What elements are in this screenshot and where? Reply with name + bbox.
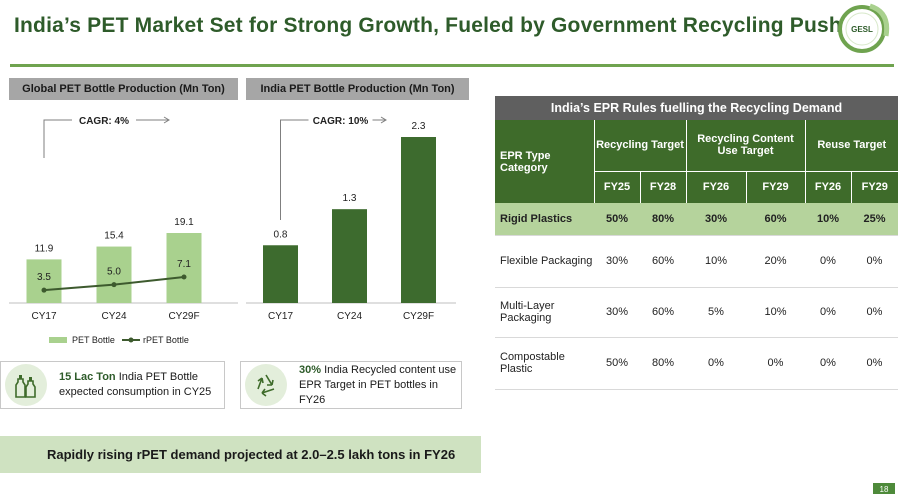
table-cell: 5% xyxy=(686,287,746,338)
table-cell: 20% xyxy=(746,235,805,288)
rpet-demand-banner: Rapidly rising rPET demand projected at … xyxy=(0,436,481,473)
gesl-logo: GESL xyxy=(838,3,890,53)
row-category: Rigid Plastics xyxy=(495,203,594,236)
year-header: FY26 xyxy=(685,170,746,203)
epr-target-text-line1: India Recycled content use xyxy=(321,363,457,376)
table-cell: 0% xyxy=(851,287,898,338)
cagr-bracket xyxy=(43,119,72,158)
cagr-label: CAGR: 10% xyxy=(313,116,369,127)
table-row: Rigid Plastics 50% 80% 30% 60% 10% 25% xyxy=(495,203,898,236)
page-title: India’s PET Market Set for Strong Growth… xyxy=(14,14,842,37)
bar xyxy=(96,246,132,303)
india-pet-chart: 0.8 CY17 1.3 CY24 2.3 CY29F CAGR: 10% xyxy=(246,116,456,322)
recycling-target-header: Recycling Target xyxy=(593,120,686,171)
x-tick-label: CY17 xyxy=(268,311,293,322)
table-cell: 50% xyxy=(594,337,640,390)
table-cell: 60% xyxy=(746,203,805,236)
consumption-highlight: 15 Lac Ton xyxy=(59,371,116,383)
table-cell: 0% xyxy=(805,235,851,288)
bar-value-label: 1.3 xyxy=(343,193,357,204)
cagr-bracket xyxy=(280,119,309,220)
year-header: FY26 xyxy=(804,170,851,203)
table-cell: 25% xyxy=(851,203,898,236)
table-cell: 0% xyxy=(686,337,746,390)
page-number: 18 xyxy=(873,483,895,494)
title-divider xyxy=(10,64,894,67)
cagr-arrow-head xyxy=(163,116,170,124)
table-cell: 0% xyxy=(851,337,898,390)
bottles-icon xyxy=(5,364,47,406)
table-cell: 10% xyxy=(686,235,746,288)
x-tick-label: CY17 xyxy=(31,311,56,322)
table-cell: 10% xyxy=(746,287,805,338)
table-row: Flexible Packaging 30% 60% 10% 20% 0% 0% xyxy=(495,235,898,288)
rpet-point xyxy=(111,282,117,288)
table-cell: 30% xyxy=(594,235,640,288)
bar-value-label: 2.3 xyxy=(412,121,426,132)
cagr-label: CAGR: 4% xyxy=(79,116,129,127)
rpet-value-label: 5.0 xyxy=(107,267,121,278)
info-box-consumption: 15 Lac Ton India PET Bottle expected con… xyxy=(0,361,225,409)
global-pet-chart: 11.9 CY17 15.4 CY24 19.1 CY29F 3.5 5.0 7.1 CAGR: … xyxy=(9,116,238,345)
year-header: FY29 xyxy=(745,170,805,203)
table-cell: 30% xyxy=(594,287,640,338)
rpet-value-label: 7.1 xyxy=(177,259,191,270)
row-category: Flexible Packaging xyxy=(495,235,594,288)
x-tick-label: CY29F xyxy=(168,311,199,322)
table-row: Compostable Plastic 50% 80% 0% 0% 0% 0% xyxy=(495,337,898,390)
legend-swatch-pet xyxy=(49,337,67,343)
table-cell: 0% xyxy=(746,337,805,390)
year-header: FY28 xyxy=(639,170,686,203)
bar xyxy=(401,137,436,303)
table-cell: 80% xyxy=(640,203,686,236)
bar-value-label: 19.1 xyxy=(174,217,194,228)
table-cell: 30% xyxy=(686,203,746,236)
global-chart-title: Global PET Bottle Production (Mn Ton) xyxy=(9,78,238,100)
logo-text: GESL xyxy=(851,25,873,34)
bar xyxy=(332,209,367,303)
table-cell: 80% xyxy=(640,337,686,390)
consumption-text-line2: expected consumption in CY25 xyxy=(59,386,212,398)
consumption-text-line1: India PET Bottle xyxy=(115,371,199,383)
year-header: FY25 xyxy=(593,170,640,203)
table-cell: 0% xyxy=(805,287,851,338)
table-cell: 60% xyxy=(640,235,686,288)
bar xyxy=(166,233,202,303)
info-box-epr-target: 30% India Recycled content use EPR Targe… xyxy=(240,361,462,409)
epr-target-text-line2: EPR Target in PET bottles in FY26 xyxy=(299,378,438,406)
table-cell: 0% xyxy=(805,337,851,390)
table-cell: 60% xyxy=(640,287,686,338)
bar-value-label: 0.8 xyxy=(274,229,288,240)
bar xyxy=(263,245,298,303)
epr-rules-table: India’s EPR Rules fuelling the Recycling… xyxy=(495,96,898,390)
legend-marker-rpet xyxy=(128,337,134,343)
legend-label-rpet: rPET Bottle xyxy=(143,335,189,345)
legend-label-pet: PET Bottle xyxy=(72,335,115,345)
epr-category-header: EPR Type Category xyxy=(495,120,594,203)
recycle-icon xyxy=(245,364,287,406)
reuse-target-header: Reuse Target xyxy=(804,120,898,171)
rpet-value-label: 3.5 xyxy=(37,272,51,283)
row-category: Compostable Plastic xyxy=(495,337,594,390)
bar-value-label: 11.9 xyxy=(35,243,54,254)
year-header: FY29 xyxy=(850,170,898,203)
table-cell: 0% xyxy=(851,235,898,288)
table-row: Multi-Layer Packaging 30% 60% 5% 10% 0% … xyxy=(495,287,898,338)
rpet-point xyxy=(41,287,47,293)
table-cell: 50% xyxy=(594,203,640,236)
epr-table-title: India’s EPR Rules fuelling the Recycling… xyxy=(495,96,898,120)
rpet-point xyxy=(181,274,187,280)
epr-target-highlight: 30% xyxy=(299,363,322,376)
bar xyxy=(26,259,62,303)
x-tick-label: CY24 xyxy=(337,311,362,322)
row-category: Multi-Layer Packaging xyxy=(495,287,594,338)
bar-value-label: 15.4 xyxy=(104,231,124,242)
india-chart-title: India PET Bottle Production (Mn Ton) xyxy=(246,78,469,100)
table-cell: 10% xyxy=(805,203,851,236)
recycling-content-header: Recycling Content Use Target xyxy=(685,120,805,171)
cagr-arrow-head xyxy=(380,116,387,124)
x-tick-label: CY24 xyxy=(101,311,126,322)
x-tick-label: CY29F xyxy=(403,311,434,322)
